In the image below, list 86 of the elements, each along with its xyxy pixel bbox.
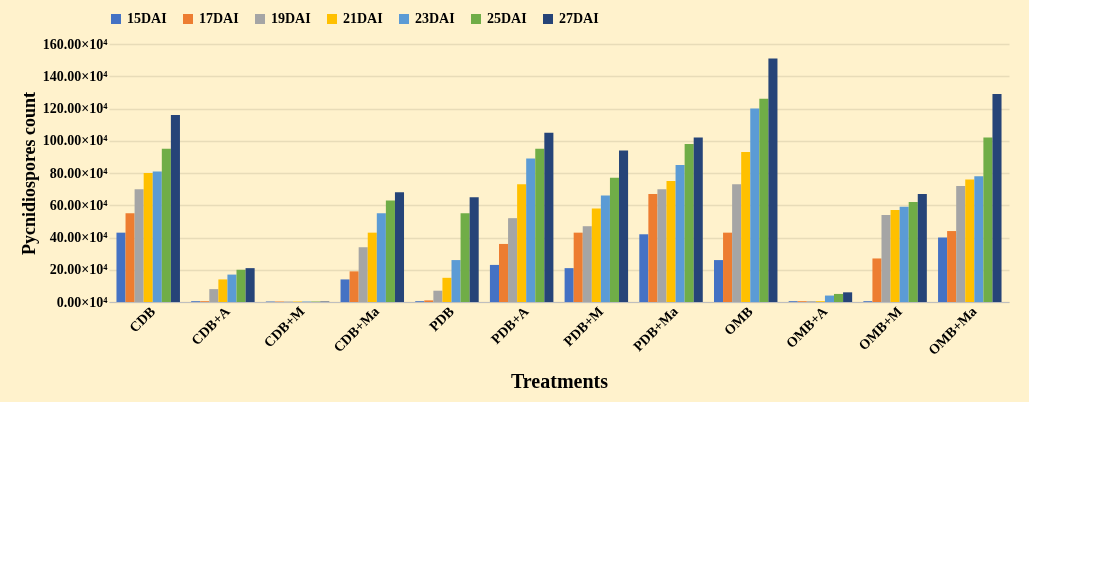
legend-label: 23DAI: [415, 11, 455, 26]
bar: [143, 173, 153, 302]
bar: [573, 232, 583, 302]
bar: [890, 210, 900, 302]
bar: [469, 197, 479, 302]
bar: [376, 213, 386, 302]
bar: [385, 200, 395, 302]
bar: [675, 164, 685, 302]
bar: [992, 93, 1002, 302]
legend-label: 17DAI: [199, 11, 239, 26]
legend-label: 27DAI: [559, 11, 599, 26]
bar: [648, 193, 658, 302]
bar: [517, 184, 527, 302]
legend-label: 21DAI: [343, 11, 383, 26]
y-tick-label: 0.00×10⁴: [56, 294, 109, 310]
bar: [116, 232, 126, 302]
bar: [843, 292, 853, 302]
bar: [125, 213, 135, 302]
bar: [657, 189, 667, 302]
bar: [872, 258, 882, 302]
bar: [582, 226, 592, 302]
bar: [498, 243, 509, 302]
bar: [741, 152, 751, 302]
y-tick-label: 140.00×10⁴: [42, 68, 109, 84]
legend-label: 19DAI: [271, 11, 311, 26]
y-tick-label: 20.00×10⁴: [49, 262, 109, 278]
bar: [394, 192, 405, 302]
bar: [666, 181, 676, 302]
bar: [639, 234, 649, 302]
bar: [938, 237, 948, 302]
bar: [451, 260, 461, 302]
legend-label: 25DAI: [487, 11, 527, 26]
bar: [544, 132, 554, 302]
y-tick-label: 60.00×10⁴: [49, 197, 109, 213]
bar: [227, 274, 237, 302]
bar: [245, 268, 255, 302]
x-axis-title: Treatments: [510, 369, 609, 392]
bar: [917, 193, 927, 302]
bar: [723, 232, 733, 302]
bar: [358, 247, 368, 302]
bar: [564, 268, 574, 302]
bar: [834, 293, 844, 302]
bar: [218, 279, 228, 302]
bar: [508, 218, 518, 302]
bar: [956, 185, 966, 302]
bar: [684, 143, 694, 302]
bar: [367, 232, 377, 302]
bar: [732, 184, 742, 302]
bar: [750, 108, 760, 302]
bar: [965, 179, 975, 302]
bar: [759, 98, 769, 302]
bar: [591, 208, 601, 302]
bar: [460, 213, 470, 302]
bar: [489, 264, 499, 302]
bar: [161, 148, 171, 302]
bar: [433, 290, 443, 302]
bar: [535, 148, 545, 302]
bar: [236, 269, 246, 302]
bar: [824, 295, 835, 302]
y-tick-label: 100.00×10⁴: [42, 133, 109, 149]
bar: [349, 271, 359, 302]
bar: [340, 279, 350, 302]
bar: [442, 277, 452, 302]
bar: [983, 137, 993, 302]
y-tick-label: 120.00×10⁴: [42, 101, 109, 116]
bar: [881, 214, 891, 302]
y-tick-label: 40.00×10⁴: [49, 230, 109, 245]
bar: [170, 114, 180, 302]
y-tick-label: 80.00×10⁴: [49, 165, 109, 181]
bar: [713, 260, 724, 302]
y-tick-label: 160.00×10⁴: [42, 36, 109, 52]
bar: [908, 202, 918, 302]
bar: [152, 171, 162, 302]
bar: [619, 150, 629, 302]
bar: [209, 289, 219, 302]
y-axis-title: Pycnidiospores count: [18, 91, 39, 256]
legend-label: 15DAI: [127, 11, 167, 26]
bar: [526, 158, 536, 302]
bar: [693, 137, 703, 302]
bar: [947, 231, 957, 302]
bar: [609, 177, 620, 302]
bar: [134, 189, 144, 302]
bar: [600, 195, 610, 302]
bar: [768, 58, 778, 302]
bar: [899, 206, 909, 302]
bar: [974, 176, 984, 302]
